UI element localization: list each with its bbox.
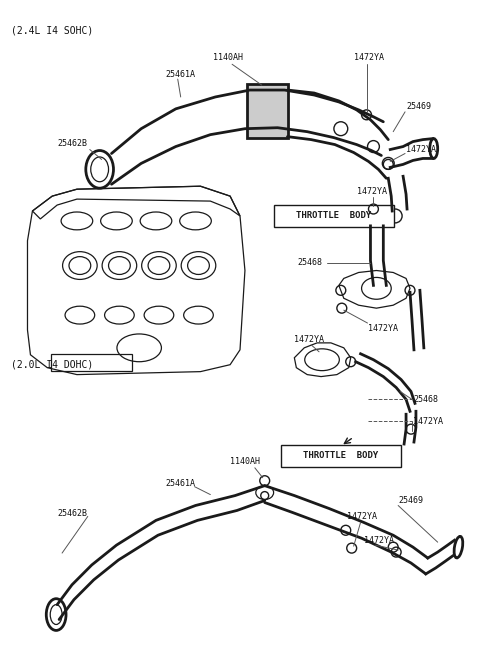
Text: 1472YA: 1472YA — [357, 187, 386, 196]
FancyBboxPatch shape — [274, 205, 394, 227]
Text: 25461A: 25461A — [166, 479, 196, 488]
Text: 1472YA: 1472YA — [347, 512, 377, 521]
FancyBboxPatch shape — [280, 445, 401, 467]
Text: (2.0L I4 DOHC): (2.0L I4 DOHC) — [11, 359, 93, 370]
Text: 1472YA: 1472YA — [406, 145, 436, 154]
Text: 25462B: 25462B — [57, 509, 87, 518]
Text: 25469: 25469 — [398, 496, 423, 505]
Text: (2.4L I4 SOHC): (2.4L I4 SOHC) — [11, 26, 93, 35]
Text: THROTTLE  BODY: THROTTLE BODY — [296, 212, 372, 221]
Text: 25468: 25468 — [413, 395, 438, 404]
Text: THROTTLE  BODY: THROTTLE BODY — [303, 451, 378, 461]
Text: 1140AH: 1140AH — [213, 53, 243, 62]
Text: 25461A: 25461A — [166, 70, 196, 79]
Text: 25468: 25468 — [297, 258, 323, 267]
Text: 25462B: 25462B — [57, 139, 87, 148]
Text: 1472YA: 1472YA — [369, 323, 398, 332]
Text: 25469: 25469 — [406, 102, 431, 112]
FancyBboxPatch shape — [247, 84, 288, 137]
Text: 1472YA: 1472YA — [354, 53, 384, 62]
Text: 1472YA: 1472YA — [413, 417, 443, 426]
Text: 1140AH: 1140AH — [230, 457, 260, 466]
Text: 1472YA: 1472YA — [294, 336, 324, 344]
Text: 1472YA: 1472YA — [363, 535, 394, 545]
